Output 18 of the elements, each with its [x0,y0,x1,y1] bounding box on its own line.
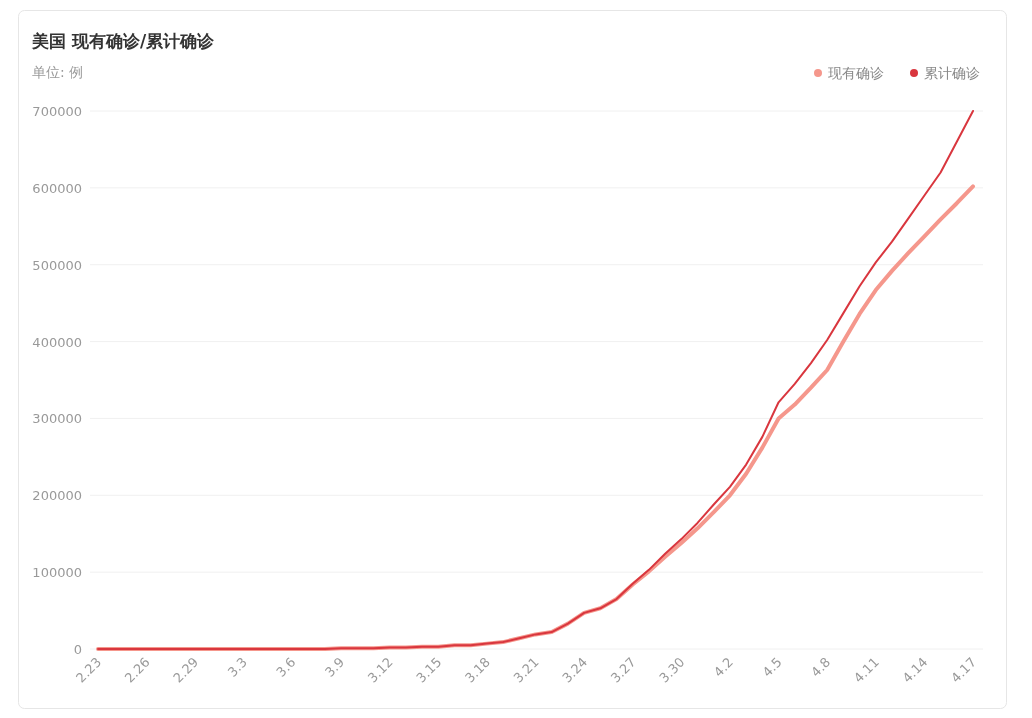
y-tick-label: 0 [73,642,82,657]
chart-title: 美国 现有确诊/累计确诊 [31,31,216,51]
x-tick-label: 3.6 [273,654,299,680]
y-tick-label: 500000 [32,257,82,273]
x-tick-label: 3.9 [321,654,348,680]
y-tick-label: 700000 [32,104,82,119]
y-tick-label: 300000 [32,411,82,427]
x-tick-label: 3.3 [224,654,250,680]
y-tick-label: 400000 [32,334,82,350]
legend-label: 现有确诊 [828,65,884,81]
y-tick-label: 600000 [32,180,82,196]
x-tick-label: 4.5 [759,654,785,680]
x-tick-label: 4.8 [808,654,834,680]
y-tick-label: 200000 [32,488,82,504]
y-tick-label: 100000 [32,565,82,581]
chart-subtitle: 单位: 例 [32,64,84,80]
x-tick-label: 4.2 [710,654,737,680]
legend-label: 累计确诊 [924,65,980,81]
